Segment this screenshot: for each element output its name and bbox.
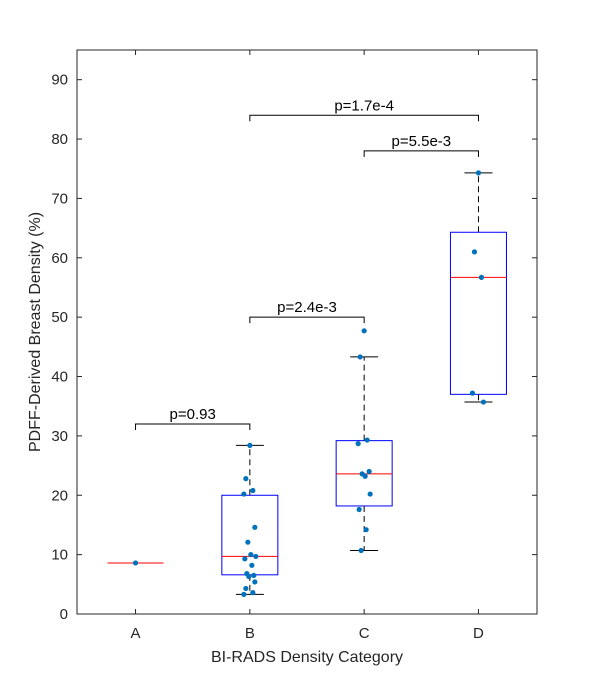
data-point (367, 491, 373, 497)
data-point (480, 399, 487, 405)
data-point (361, 328, 367, 334)
data-point (366, 468, 372, 475)
y-tick-label: 70 (51, 190, 68, 207)
y-tick-label: 10 (51, 547, 68, 564)
data-point (471, 249, 478, 255)
x-tick-label: C (359, 625, 370, 642)
data-point (363, 527, 369, 533)
plot-area (76, 49, 538, 615)
data-point (250, 487, 256, 494)
significance-bracket: p=1.7e-4 (249, 97, 479, 122)
y-tick-labels: 0 10 20 30 40 50 60 70 80 90 (51, 72, 68, 623)
data-point (243, 476, 249, 482)
y-tick-label: 80 (51, 131, 68, 148)
data-points (132, 170, 487, 598)
data-point (247, 442, 253, 448)
data-point (250, 590, 256, 596)
data-point (358, 547, 364, 554)
data-point (478, 274, 485, 280)
y-tick-label: 60 (51, 250, 68, 267)
data-point (242, 556, 248, 562)
significance-bracket: p=5.5e-3 (363, 133, 479, 157)
data-point (249, 562, 255, 568)
data-point (241, 491, 247, 497)
x-tick-label: B (245, 625, 255, 642)
data-point (469, 390, 476, 396)
y-tick-label: 30 (51, 428, 68, 445)
x-tick-label: D (473, 625, 484, 642)
p-value-label: p=1.7e-4 (334, 97, 394, 114)
box-rect (335, 440, 393, 507)
y-tick-label: 90 (51, 72, 68, 89)
y-tick-label: 50 (51, 309, 68, 326)
data-point (253, 553, 259, 560)
x-tick-labels: A B C D (131, 625, 485, 642)
data-point (356, 506, 362, 513)
y-tick-label: 40 (51, 369, 68, 386)
bracket-line (249, 316, 365, 324)
data-point (362, 473, 368, 479)
x-tick-label: A (131, 625, 141, 642)
data-point (357, 354, 363, 360)
box-rect (449, 231, 507, 395)
bracket-line (249, 114, 479, 122)
data-point (246, 573, 252, 580)
y-tick-label: 20 (51, 487, 68, 504)
p-value-label: p=5.5e-3 (391, 133, 451, 150)
data-point (248, 552, 254, 558)
data-point (245, 539, 251, 545)
data-point (364, 437, 370, 443)
data-point (241, 591, 247, 598)
significance-bracket: p=2.4e-3 (249, 299, 365, 324)
data-point (243, 585, 249, 592)
data-point (252, 524, 258, 530)
significance-bracket: p=0.93 (135, 406, 251, 431)
data-point (252, 579, 258, 585)
data-point (251, 572, 257, 579)
y-tick-label: 0 (60, 606, 68, 623)
p-value-label: p=0.93 (170, 406, 216, 423)
data-point (132, 560, 139, 566)
y-axis-label: PDFF-Derived Breast Density (%) (27, 212, 44, 452)
p-value-label: p=2.4e-3 (277, 299, 337, 316)
significance-brackets: p=0.93 p=2.4e-3 p=5.5e-3 p=1.7e-4 (135, 97, 479, 431)
data-point (475, 170, 482, 176)
data-point (355, 441, 361, 447)
x-axis-label: BI-RADS Density Category (211, 649, 403, 666)
tick-marks (77, 50, 537, 615)
bracket-line (363, 150, 479, 157)
bracket-line (135, 423, 251, 431)
